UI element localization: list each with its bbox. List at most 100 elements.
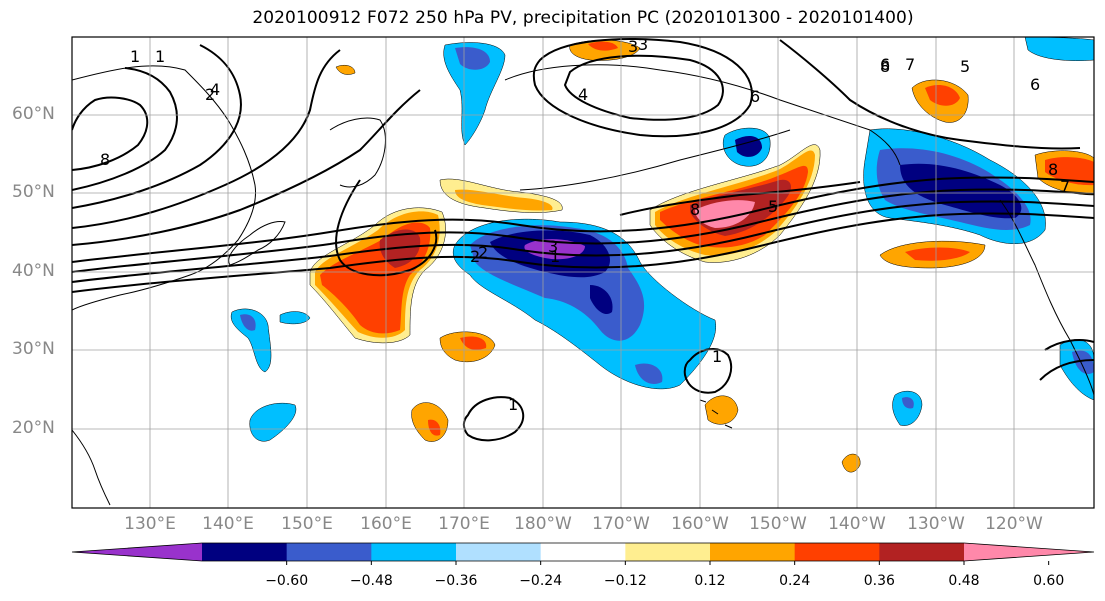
contour-label: 8 [880, 57, 890, 76]
colorbar-tick-label: −0.24 [519, 573, 563, 589]
pv-contour [72, 200, 1094, 283]
pv-contour [72, 89, 421, 246]
map-frame [71, 36, 1095, 509]
shade-blue-w1 [240, 314, 256, 331]
latitude-label: 60°N [12, 104, 55, 124]
contour-label: 1 [508, 395, 518, 414]
contour-label: 6 [880, 55, 890, 74]
colorbar-tick-label: 0.48 [948, 573, 980, 589]
map-gridlines [72, 37, 1094, 508]
pv-contour [779, 39, 1081, 150]
longitude-label: 120°W [985, 514, 1043, 534]
contour-label: 2 [478, 243, 488, 262]
shade-cyan-w2 [279, 311, 311, 325]
shade-red-e [1045, 157, 1094, 186]
shade-orange-n [455, 189, 553, 211]
coast-alaska [504, 64, 901, 166]
coastlines [72, 64, 1094, 506]
shade-orange-s4 [841, 453, 861, 473]
contour-label: 2 [470, 247, 480, 266]
contour-label: 1 [712, 347, 722, 366]
shade-red-s2 [428, 419, 441, 436]
pv-contour [532, 38, 753, 138]
colorbar-segment [202, 543, 288, 561]
latitude-label: 40°N [12, 261, 55, 281]
contour-label: 5 [768, 197, 778, 216]
colorbar-segment [371, 543, 457, 561]
pv-contour [619, 181, 861, 216]
colorbar-tick-label: −0.36 [434, 573, 478, 589]
colorbar-extend-max [964, 543, 1094, 561]
latitude-label: 20°N [12, 418, 55, 438]
shade-red-ne [925, 85, 960, 106]
latitude-label: 50°N [12, 182, 55, 202]
colorbar-segment [794, 543, 880, 561]
pv-contour [1039, 339, 1094, 381]
longitude-label: 160°W [671, 514, 729, 534]
longitude-label: 140°W [828, 514, 886, 534]
coast-philippines [72, 429, 111, 506]
shade-blue-2 [635, 363, 663, 385]
contour-label: 8 [100, 150, 110, 169]
colorbar [71, 542, 1095, 565]
contour-label: 1 [155, 47, 165, 66]
shade-red-top [588, 41, 618, 51]
contour-label: 7 [905, 55, 915, 74]
coast-asia [72, 65, 257, 311]
pv-contour [72, 67, 178, 191]
colorbar-tick-label: −0.12 [603, 573, 647, 589]
contour-label: 3 [548, 237, 558, 256]
latitude-label: 30°N [12, 339, 55, 359]
pv-contour [72, 49, 341, 229]
shade-red-sw [905, 247, 970, 261]
pv-contour [72, 96, 149, 171]
colorbar-tick-label: 0.36 [863, 573, 895, 589]
pv-contour [72, 188, 1094, 273]
contour-label: 6 [1030, 75, 1040, 94]
contour-label: 4 [578, 85, 588, 104]
colorbar-segment [625, 543, 711, 561]
contour-label: 7 [1060, 177, 1070, 196]
map-title: 2020100912 F072 250 hPa PV, precipitatio… [252, 8, 914, 28]
contour-label: 6 [750, 87, 760, 106]
colorbar-tick-label: 0.12 [694, 573, 726, 589]
colorbar-tick-label: 0.60 [1033, 573, 1065, 589]
shade-orange-s5 [335, 65, 356, 75]
coast-namerica [999, 199, 1094, 396]
pv-contour [563, 54, 724, 121]
shade-cyan-w1 [230, 308, 272, 373]
shade-cyan-se1 [892, 390, 923, 426]
contour-label: 8 [690, 200, 700, 219]
shade-blue-se1 [902, 397, 914, 409]
colorbar-outline [71, 542, 1095, 562]
shade-cyan-aleut [443, 42, 506, 146]
contour-label: 8 [1048, 160, 1058, 179]
colorbar-segment [879, 543, 965, 561]
precipitation-shading [230, 37, 1094, 473]
contour-label: 1 [550, 247, 560, 266]
longitude-label: 170°E [438, 514, 490, 534]
longitude-label: 170°W [592, 514, 650, 534]
longitude-label: 160°E [360, 514, 412, 534]
contour-label: 1 [130, 47, 140, 66]
colorbar-extend-min [72, 543, 202, 561]
longitude-label: 130°W [907, 514, 965, 534]
shade-navy-ne [900, 163, 1022, 219]
contour-label: 3 [628, 37, 638, 56]
colorbar-segment [286, 543, 372, 561]
shade-navy-2 [590, 285, 613, 315]
contour-label: 3 [638, 35, 648, 54]
pv-contours [72, 38, 1094, 442]
coast-aleutians [519, 129, 791, 191]
pv-contour [683, 348, 733, 394]
coast-hawaii [699, 399, 733, 429]
longitude-label: 130°E [124, 514, 176, 534]
pv-contour [72, 44, 242, 209]
shade-orange-s3 [704, 395, 739, 425]
shade-navy-small1 [735, 136, 762, 157]
shade-red-s1 [460, 336, 487, 350]
shade-cyan-top [1024, 37, 1094, 61]
colorbar-tick-label: −0.48 [349, 573, 393, 589]
contour-label: 5 [960, 57, 970, 76]
